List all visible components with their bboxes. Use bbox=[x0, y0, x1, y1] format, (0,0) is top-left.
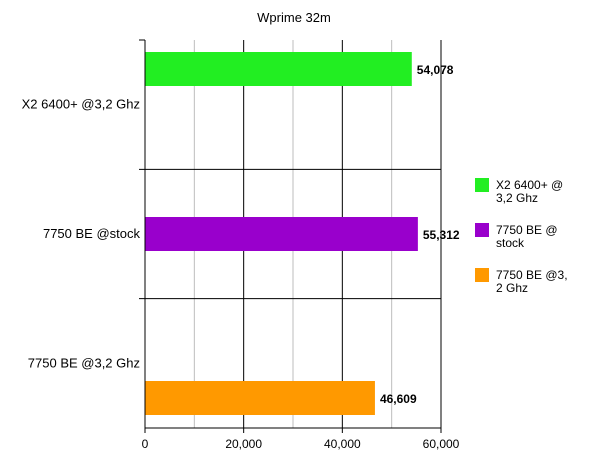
bar-1 bbox=[145, 52, 412, 86]
data-label-1: 54,078 bbox=[417, 63, 454, 77]
x-tick-label-3: 60,000 bbox=[423, 437, 460, 451]
category-label-2: 7750 BE @stock bbox=[43, 226, 141, 241]
x-tick-label-0: 0 bbox=[142, 437, 149, 451]
legend-entry-2: 7750 BE @ stock bbox=[496, 223, 558, 250]
category-label-1: X2 6400+ @3,2 Ghz bbox=[22, 97, 140, 112]
bars: 54,078 55,312 46,609 bbox=[145, 52, 460, 415]
legend-swatch-1 bbox=[475, 178, 489, 192]
legend-entry-1: X2 6400+ @3,2 Ghz bbox=[496, 178, 563, 205]
legend-entry-2-line-1: 7750 BE @ bbox=[496, 223, 558, 237]
legend-entry-3-line-1: 7750 BE @3, bbox=[496, 268, 568, 282]
x-tick-label-2: 40,000 bbox=[324, 437, 361, 451]
bar-2 bbox=[145, 217, 418, 251]
axes: X2 6400+ @3,2 Ghz 7750 BE @stock 7750 BE @… bbox=[22, 40, 460, 451]
legend-entry-1-line-2: 3,2 Ghz bbox=[496, 191, 538, 205]
data-label-3: 46,609 bbox=[380, 392, 417, 406]
x-tick-label-1: 20,000 bbox=[225, 437, 262, 451]
category-label-3: 7750 BE @3,2 Ghz bbox=[28, 355, 140, 370]
legend-swatch-2 bbox=[475, 223, 489, 237]
data-label-2: 55,312 bbox=[423, 228, 460, 242]
legend-entry-3-line-2: 2 Ghz bbox=[496, 281, 528, 295]
legend-swatch-3 bbox=[475, 268, 489, 282]
legend-entry-2-line-2: stock bbox=[496, 236, 525, 250]
legend-entry-3: 7750 BE @3, 2 Ghz bbox=[496, 268, 568, 295]
legend-entry-1-line-1: X2 6400+ @ bbox=[496, 178, 563, 192]
bar-3 bbox=[145, 381, 375, 415]
chart-title: Wprime 32m bbox=[257, 10, 331, 25]
